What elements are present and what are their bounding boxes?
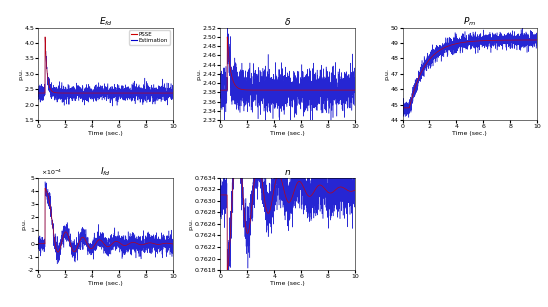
X-axis label: Time (sec.): Time (sec.)	[88, 281, 123, 286]
Title: $E_{fd}$: $E_{fd}$	[99, 15, 112, 28]
Title: $I_{fd}$: $I_{fd}$	[100, 165, 111, 177]
X-axis label: Time (sec.): Time (sec.)	[88, 131, 123, 136]
Y-axis label: p.u.: p.u.	[18, 68, 23, 80]
X-axis label: Time (sec.): Time (sec.)	[453, 131, 487, 136]
Y-axis label: p.u.: p.u.	[196, 68, 201, 80]
Text: $\times10^{-4}$: $\times10^{-4}$	[41, 167, 62, 177]
X-axis label: Time (sec.): Time (sec.)	[270, 281, 305, 286]
Y-axis label: p.u.: p.u.	[384, 68, 389, 80]
Title: $\delta$: $\delta$	[284, 16, 291, 27]
Title: $P_m$: $P_m$	[463, 15, 476, 28]
Title: $n$: $n$	[284, 168, 291, 177]
X-axis label: Time (sec.): Time (sec.)	[270, 131, 305, 136]
Legend: PSSE, Estimation: PSSE, Estimation	[129, 30, 170, 45]
Y-axis label: p.u.: p.u.	[188, 218, 193, 230]
Y-axis label: p.u.: p.u.	[21, 218, 26, 230]
